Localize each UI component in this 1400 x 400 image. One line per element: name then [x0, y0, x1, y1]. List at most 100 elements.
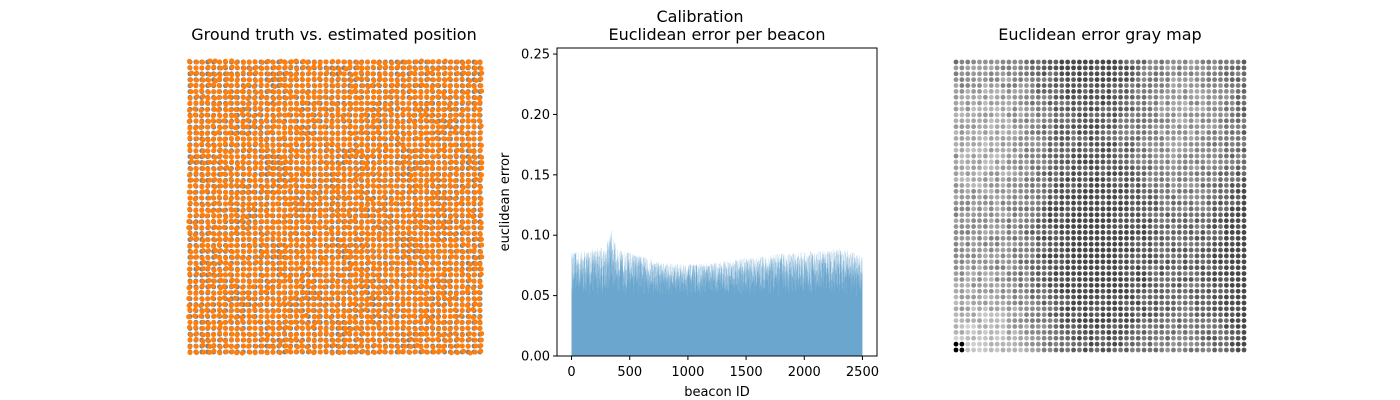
estimated-point — [347, 319, 353, 325]
estimated-point — [376, 277, 382, 283]
estimated-point — [459, 137, 465, 142]
estimated-point — [233, 107, 239, 113]
estimated-point — [465, 182, 471, 188]
estimated-point — [429, 70, 435, 76]
estimated-point — [440, 285, 446, 291]
estimated-point — [244, 214, 250, 220]
estimated-point — [283, 244, 289, 250]
estimated-point — [446, 319, 452, 325]
estimated-point — [452, 106, 458, 112]
estimated-point — [440, 195, 446, 201]
estimated-point — [394, 94, 400, 100]
estimated-point — [305, 155, 311, 161]
estimated-point — [458, 200, 464, 206]
estimated-point — [329, 324, 335, 330]
estimated-point — [423, 182, 429, 188]
estimated-point — [216, 200, 222, 206]
estimated-point — [472, 243, 478, 249]
estimated-point — [282, 295, 288, 301]
estimated-point — [245, 255, 251, 261]
estimated-point — [288, 153, 294, 159]
estimated-point — [467, 261, 473, 267]
estimated-point — [282, 265, 288, 271]
estimated-point — [447, 189, 453, 195]
estimated-point — [306, 70, 312, 76]
estimated-point — [465, 113, 471, 119]
estimated-point — [383, 336, 389, 342]
estimated-point — [218, 259, 224, 265]
estimated-point — [293, 188, 299, 194]
estimated-point — [329, 248, 335, 254]
estimated-point — [328, 107, 334, 113]
estimated-point — [206, 271, 212, 277]
estimated-point — [452, 237, 458, 243]
estimated-point — [287, 142, 293, 148]
estimated-point — [348, 242, 354, 248]
estimated-point — [388, 142, 394, 148]
estimated-point — [239, 218, 245, 224]
estimated-point — [471, 112, 477, 118]
estimated-point — [263, 118, 269, 123]
estimated-point — [234, 267, 240, 273]
estimated-point — [310, 308, 316, 314]
estimated-point — [264, 249, 270, 255]
estimated-point — [446, 219, 452, 225]
estimated-point — [336, 212, 342, 218]
estimated-point — [372, 342, 378, 348]
estimated-point — [364, 314, 370, 320]
estimated-point — [222, 325, 228, 331]
estimated-point — [395, 236, 401, 242]
estimated-point — [258, 326, 264, 332]
estimated-point — [412, 129, 418, 135]
estimated-point — [241, 65, 247, 71]
estimated-point — [423, 219, 429, 225]
estimated-point — [447, 206, 453, 212]
estimated-point — [436, 348, 442, 354]
estimated-point — [461, 70, 467, 76]
estimated-point — [459, 278, 465, 284]
estimated-point — [434, 119, 440, 125]
estimated-point — [228, 182, 234, 188]
estimated-point — [454, 136, 460, 142]
estimated-point — [446, 332, 452, 338]
estimated-point — [435, 142, 441, 148]
estimated-point — [211, 313, 217, 319]
estimated-point — [216, 213, 222, 219]
estimated-point — [346, 112, 352, 118]
estimated-point — [187, 350, 193, 356]
estimated-point — [329, 218, 335, 224]
estimated-point — [239, 183, 245, 189]
estimated-point — [193, 303, 199, 309]
estimated-point — [352, 112, 358, 118]
estimated-point — [400, 125, 406, 131]
estimated-point — [311, 338, 317, 344]
estimated-point — [352, 291, 358, 297]
estimated-point — [300, 154, 306, 160]
estimated-point — [188, 249, 194, 255]
estimated-point — [375, 290, 381, 296]
estimated-point — [294, 242, 300, 248]
estimated-point — [363, 289, 369, 295]
estimated-point — [305, 113, 311, 119]
estimated-point — [435, 225, 441, 231]
estimated-point — [275, 107, 281, 113]
estimated-point — [234, 278, 240, 284]
estimated-point — [192, 112, 198, 118]
estimated-point — [277, 136, 283, 142]
estimated-point — [188, 89, 194, 95]
estimated-point — [396, 160, 402, 166]
estimated-point — [347, 166, 353, 172]
estimated-point — [233, 218, 239, 224]
estimated-point — [401, 177, 407, 183]
estimated-point — [477, 177, 483, 183]
estimated-point — [414, 242, 420, 248]
estimated-point — [479, 254, 485, 260]
estimated-point — [377, 64, 383, 70]
estimated-point — [205, 237, 211, 243]
estimated-point — [434, 190, 440, 196]
estimated-point — [459, 95, 465, 101]
estimated-point — [222, 159, 228, 165]
estimated-point — [217, 125, 223, 131]
estimated-point — [400, 111, 406, 117]
